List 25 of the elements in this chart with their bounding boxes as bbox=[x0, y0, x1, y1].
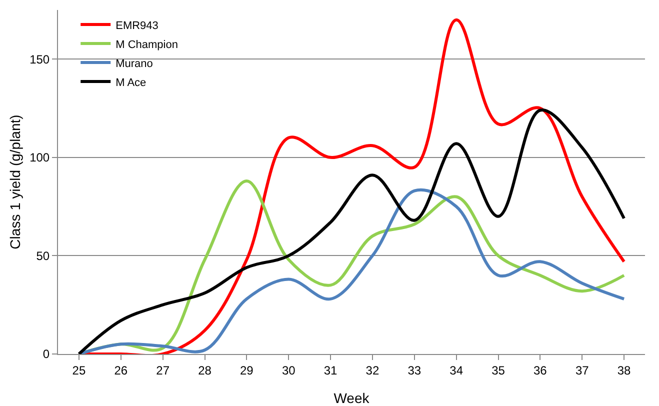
x-tick-label: 32 bbox=[366, 363, 380, 378]
y-tick-label: 50 bbox=[36, 248, 50, 263]
line-series bbox=[77, 108, 626, 354]
x-tick-label: 37 bbox=[575, 363, 590, 378]
x-tick-label: 34 bbox=[450, 363, 464, 378]
x-tick-label: 36 bbox=[534, 363, 548, 378]
legend-label: Murano bbox=[116, 58, 153, 70]
x-tick-label: 25 bbox=[72, 363, 86, 378]
x-axis-title: Week bbox=[334, 390, 370, 406]
x-tick-label: 26 bbox=[114, 363, 128, 378]
x-tick-label: 33 bbox=[408, 363, 422, 378]
x-tick-label: 30 bbox=[282, 363, 296, 378]
x-tick-label: 38 bbox=[617, 363, 632, 378]
y-tick-label: 0 bbox=[42, 347, 50, 362]
x-tick-label: 27 bbox=[156, 363, 170, 378]
x-tick-label: 31 bbox=[324, 363, 338, 378]
legend-label: M Champion bbox=[116, 38, 178, 51]
x-tick-label: 29 bbox=[240, 363, 254, 378]
legend-label: M Ace bbox=[116, 76, 146, 89]
x-tick-label: 35 bbox=[492, 363, 506, 378]
x-tick-label: 28 bbox=[198, 363, 212, 378]
y-tick-label: 100 bbox=[30, 150, 50, 165]
legend-label: EMR943 bbox=[116, 20, 158, 32]
y-tick-label: 150 bbox=[30, 52, 50, 66]
y-axis-title: Class 1 yield (g/plant) bbox=[7, 114, 23, 250]
